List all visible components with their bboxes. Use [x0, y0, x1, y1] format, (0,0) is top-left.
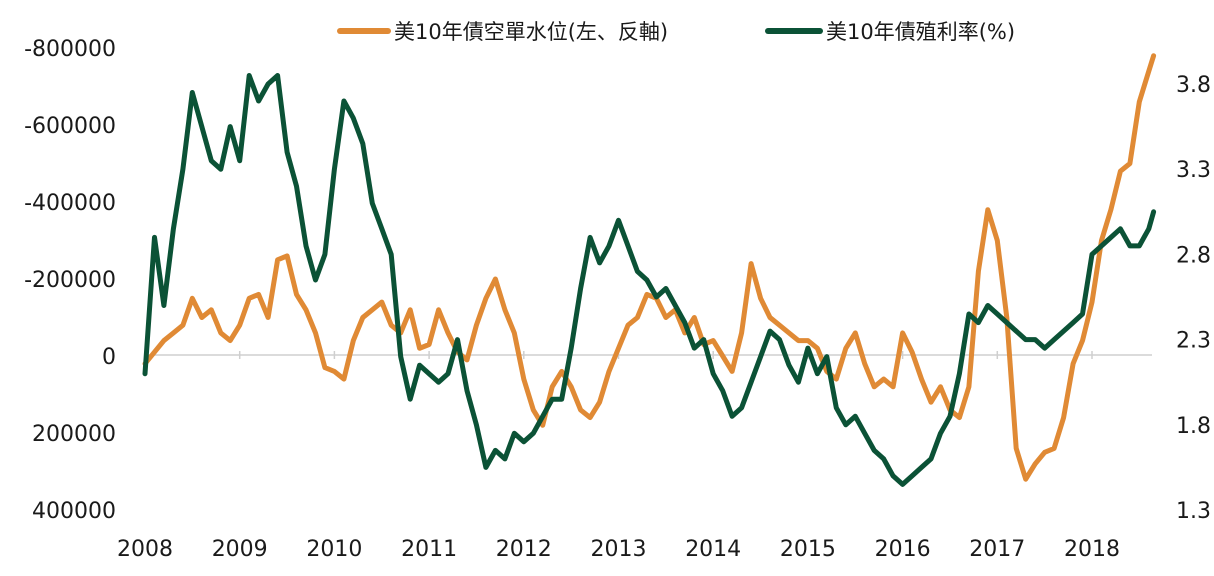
right-y-tick-label: 3.3	[1176, 158, 1211, 183]
x-tick-label: 2009	[212, 537, 268, 562]
x-tick-label: 2017	[969, 537, 1025, 562]
left-y-tick-label: 400000	[32, 499, 116, 524]
x-tick-label: 2013	[591, 537, 647, 562]
series-layer	[142, 53, 1157, 487]
x-tick-label: 2018	[1064, 537, 1120, 562]
left-y-tick-label: -400000	[24, 191, 116, 216]
x-tick-label: 2010	[306, 537, 362, 562]
right-y-tick-label: 2.3	[1176, 329, 1211, 354]
x-tick-label: 2014	[685, 537, 741, 562]
legend-label-yield: 美10年債殖利率(%)	[826, 20, 1015, 44]
right-y-tick-label: 2.8	[1176, 243, 1211, 268]
legend-label-short-positions: 美10年債空單水位(左、反軸)	[394, 20, 668, 44]
legend: 美10年債空單水位(左、反軸) 美10年債殖利率(%)	[337, 20, 1015, 44]
left-y-tick-label: -800000	[24, 37, 116, 62]
left-y-tick-label: 200000	[32, 422, 116, 447]
right-y-tick-label: 3.8	[1176, 73, 1211, 98]
left-y-tick-label: -200000	[24, 268, 116, 293]
series-line-short-positions	[142, 53, 1157, 482]
x-tick-label: 2015	[780, 537, 836, 562]
right-y-tick-label: 1.8	[1176, 414, 1211, 439]
axes: 2008 2009 2010 2011 2012 2013 2014 2015 2016 2017…	[24, 37, 1211, 562]
left-y-tick-label: 0	[102, 345, 116, 370]
x-tick-label: 2011	[401, 537, 457, 562]
right-y-tick-label: 1.3	[1176, 499, 1211, 524]
x-tick-label: 2012	[496, 537, 552, 562]
series-line-yield	[142, 73, 1157, 487]
x-tick-label: 2016	[875, 537, 931, 562]
left-y-tick-label: -600000	[24, 114, 116, 139]
x-tick-label: 2008	[117, 537, 173, 562]
